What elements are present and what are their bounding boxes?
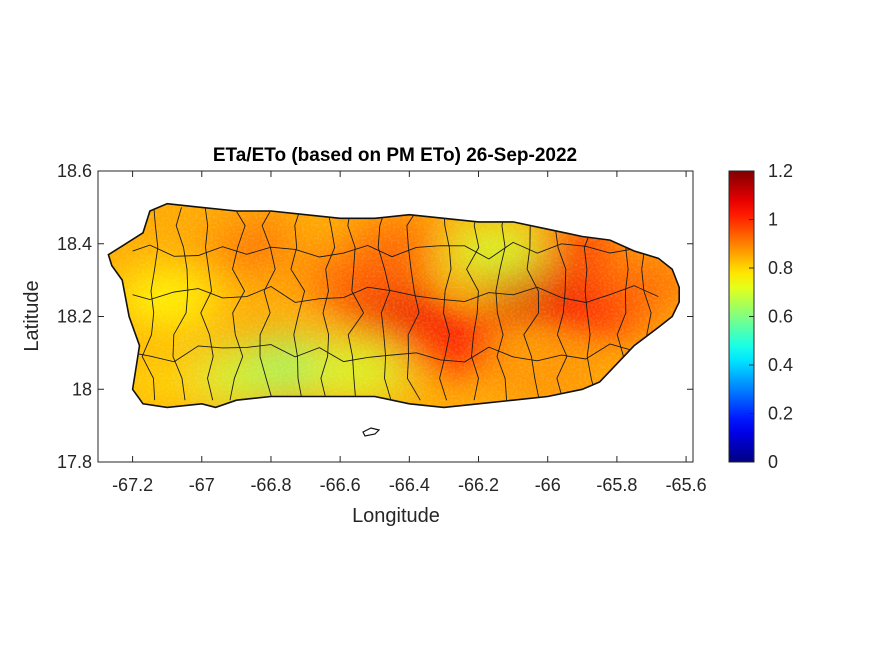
island-coastline [107,202,680,409]
colorbar-tick-label: 0.2 [768,404,793,424]
municipal-boundary [132,343,659,363]
y-axis: 17.8 18 18.2 18.4 18.6 [57,161,693,472]
colorbar-tick-label: 0.6 [768,307,793,327]
municipal-boundary [439,207,452,401]
x-tick-label: -66.4 [389,475,430,495]
municipal-boundary [259,207,276,401]
colorbar-ticks: 0 0.2 0.4 0.6 0.8 1 1.2 [749,161,793,472]
y-tick-label: 18.2 [57,307,92,327]
x-axis: -67.2 -67 -66.8 -66.6 -66.4 -66.2 -66 -65.8 -65.… [112,171,707,495]
x-tick-label: -66.8 [250,475,291,495]
municipal-boundary [466,207,480,401]
colorbar-tick-label: 0 [768,452,778,472]
municipal-boundary [406,207,421,401]
municipal-boundary [200,207,214,401]
municipal-boundary [347,207,365,401]
municipal-boundary [495,207,508,401]
municipal-boundary [377,207,392,401]
municipal-boundary [132,241,659,260]
y-tick-label: 18.4 [57,234,92,254]
y-tick-label: 17.8 [57,452,92,472]
municipality-boundaries [132,207,659,401]
x-tick-label: -66.2 [458,475,499,495]
y-axis-label: Latitude [21,280,43,351]
colorbar-tick-label: 0.8 [768,258,793,278]
colorbar-tick-label: 0.4 [768,355,793,375]
municipal-boundary [290,207,306,401]
colorbar-tick-label: 1.2 [768,161,793,181]
vieques-island-outline [362,427,381,437]
municipal-boundary [554,207,568,401]
x-tick-label: -67.2 [112,475,153,495]
x-tick-label: -66.6 [320,475,361,495]
y-tick-label: 18.6 [57,161,92,181]
municipal-boundary [141,207,159,401]
x-tick-label: -65.6 [666,475,707,495]
y-tick-label: 18 [72,379,92,399]
x-axis-label: Longitude [352,505,440,527]
x-tick-label: -66 [535,475,561,495]
x-tick-label: -65.8 [596,475,637,495]
colorbar-tick-label: 1 [768,210,778,230]
municipal-boundary [320,207,336,401]
chart-title: ETa/ETo (based on PM ETo) 26-Sep-2022 [213,145,577,166]
municipal-boundary [523,207,540,401]
municipal-boundary [229,207,246,401]
municipal-boundary [132,285,659,303]
heatmap-layer [108,203,680,408]
x-tick-label: -67 [189,475,215,495]
municipal-boundary [172,207,189,401]
